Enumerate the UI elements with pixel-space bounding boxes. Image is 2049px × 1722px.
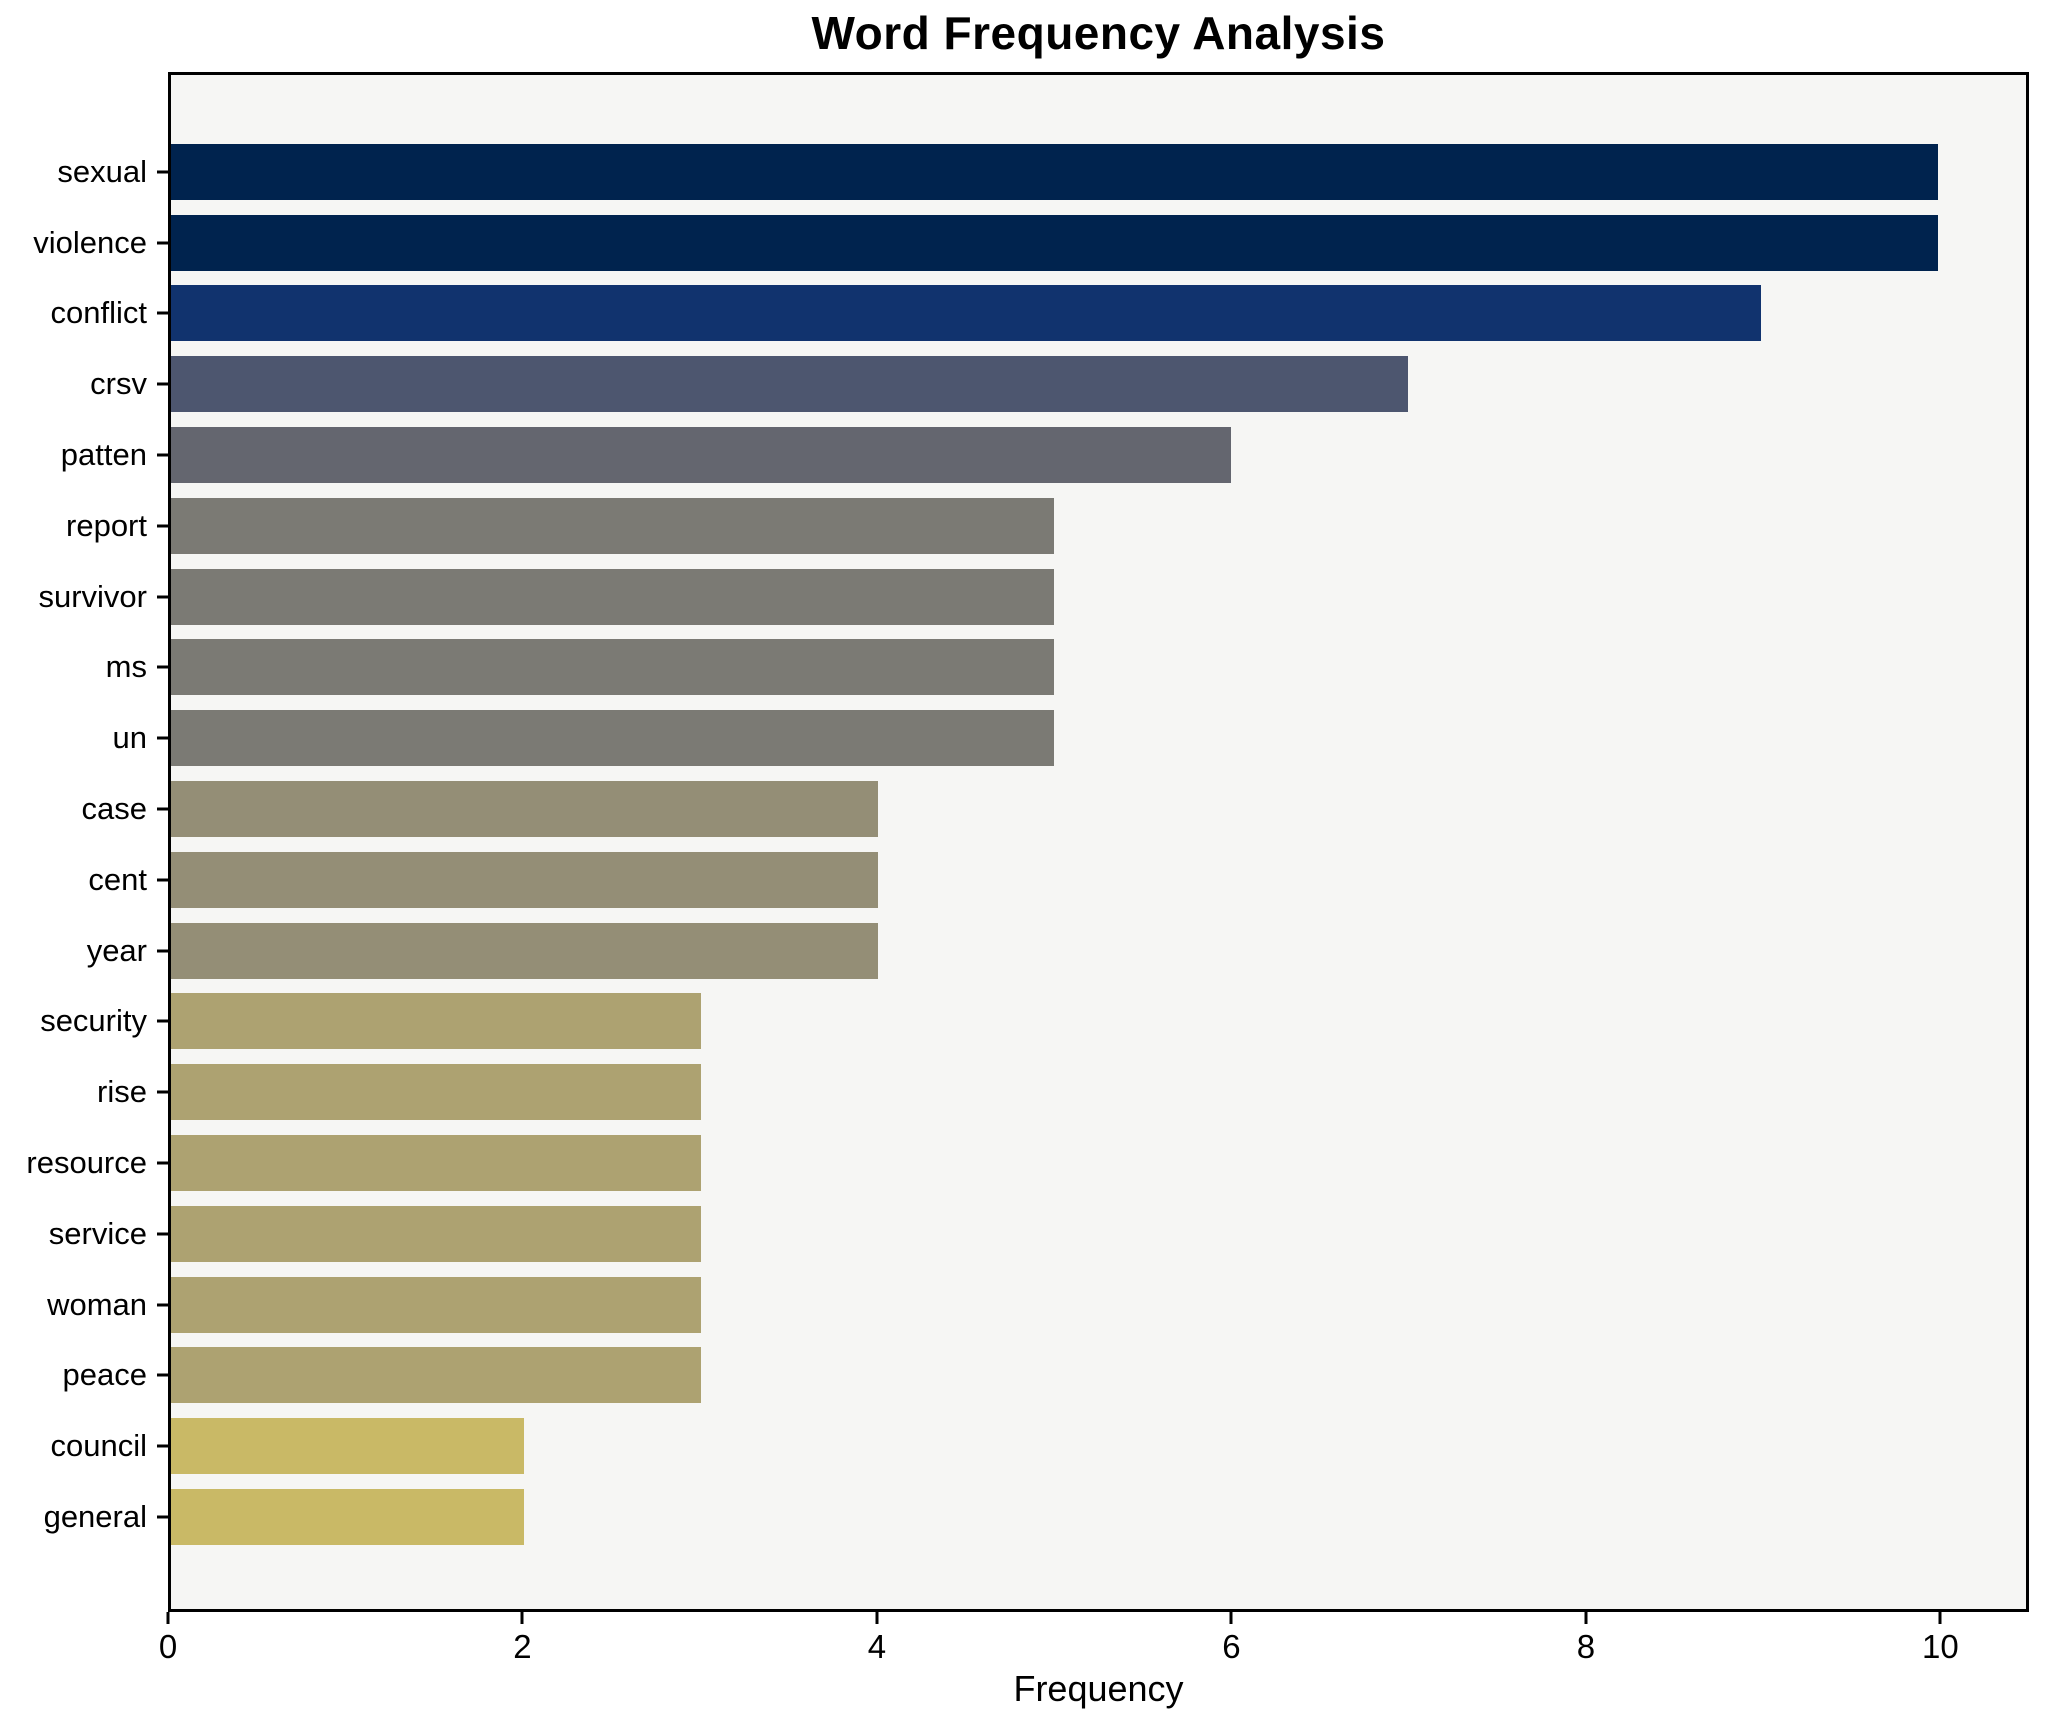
y-tick-mark [157,949,168,953]
bar-service [171,1205,701,1262]
y-tick-mark [157,736,168,740]
bar-survivor [171,568,1055,625]
bar-row: patten [61,420,2026,491]
x-tick-mark [875,1612,879,1624]
y-tick-label: cent [88,861,147,897]
y-tick-mark [157,807,168,811]
y-tick-label: general [43,1499,147,1535]
y-tick-label: sexual [57,153,147,189]
y-tick-mark [157,1090,168,1094]
bar-row: conflict [51,278,2026,349]
x-tick-mark [1229,1612,1233,1624]
bar-row: survivor [38,561,2026,632]
y-tick-mark [157,1232,168,1236]
bar-cent [171,851,878,908]
bar-security [171,993,701,1050]
bar-resource [171,1135,701,1192]
y-tick-label: crsv [90,366,147,402]
bar-row: sexual [57,137,2026,208]
y-tick-mark [157,1019,168,1023]
y-tick-label: violence [33,224,147,260]
bar-row: year [87,915,2026,986]
bar-row: ms [106,632,2026,703]
plot-area: sexual violence conflict crsv patten report su… [26,72,2029,1612]
bar-row: un [113,703,2026,774]
y-tick-label: case [81,791,147,827]
y-tick-label: report [66,507,147,543]
bar-row: crsv [90,349,2026,420]
y-tick-label: council [50,1428,148,1464]
x-tick-label: 6 [1222,1628,1241,1665]
y-tick-label: service [48,1215,147,1251]
y-tick-mark [157,1444,168,1448]
y-tick-label: resource [26,1145,147,1181]
bar-row: peace [63,1340,2026,1411]
x-tick-mark [520,1612,524,1624]
bar-crsv [171,356,1408,413]
x-tick-mark [1938,1612,1942,1624]
bar-conflict [171,285,1761,342]
y-tick-mark [157,878,168,882]
x-tick-label: 8 [1576,1628,1596,1665]
bars-container: sexual violence conflict crsv patten report su… [26,75,2026,1609]
bar-ms [171,639,1055,696]
bar-row: service [49,1198,2026,1269]
y-tick-label: security [40,1003,147,1039]
bar-case [171,781,878,838]
y-tick-label: ms [105,649,147,685]
y-tick-label: survivor [38,578,147,614]
y-tick-label: peace [62,1357,147,1393]
x-tick-label: 2 [513,1628,532,1665]
y-tick-label: patten [60,437,147,473]
bar-row: woman [47,1269,2026,1340]
bar-un [171,710,1055,767]
bar-general [171,1489,525,1546]
y-tick-label: rise [97,1074,147,1110]
y-tick-mark [157,665,168,669]
x-tick-mark [1584,1612,1588,1624]
bar-council [171,1418,525,1475]
bar-woman [171,1276,701,1333]
y-tick-label: year [86,932,147,968]
x-tick-mark [166,1612,170,1624]
bar-rise [171,1064,701,1121]
y-tick-mark [157,595,168,599]
y-tick-mark [157,1373,168,1377]
bar-violence [171,214,1938,271]
y-tick-mark [157,524,168,528]
y-tick-mark [157,241,168,245]
y-tick-label: woman [47,1286,147,1322]
bar-year [171,922,878,979]
bar-row: resource [26,1128,2026,1199]
x-tick-label: 4 [867,1628,887,1665]
x-tick-label: 10 [1922,1628,1959,1665]
bar-row: violence [33,207,2026,278]
y-tick-mark [157,311,168,315]
y-tick-mark [157,1303,168,1307]
y-tick-mark [157,1161,168,1165]
y-tick-mark [157,382,168,386]
bar-row: security [40,986,2026,1057]
y-tick-mark [157,170,168,174]
bar-row: council [51,1411,2026,1482]
y-tick-mark [157,453,168,457]
bar-row: report [66,490,2026,561]
chart-title: Word Frequency Analysis [811,7,1386,59]
bar-row: rise [97,1057,2026,1128]
x-tick-label: 0 [158,1628,178,1665]
y-tick-label: conflict [50,295,147,331]
bar-patten [171,427,1231,484]
bar-row: case [82,774,2026,845]
bar-peace [171,1347,701,1404]
x-axis-title: Frequency [1013,1668,1184,1709]
x-axis: 0 2 4 6 8 10 [159,1612,2029,1722]
y-tick-label: un [112,720,147,756]
bar-row: cent [88,844,2026,915]
bar-report [171,497,1055,554]
bar-row: general [44,1482,2026,1553]
bar-sexual [171,143,1938,200]
y-tick-mark [157,1515,168,1519]
